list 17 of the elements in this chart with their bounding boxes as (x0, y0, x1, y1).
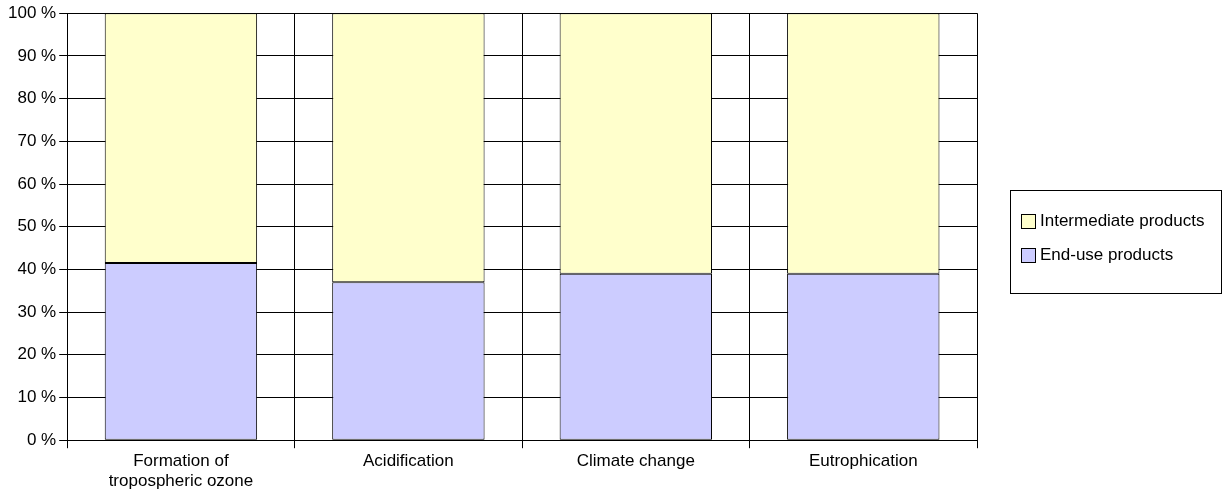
legend-label: Intermediate products (1040, 211, 1205, 231)
y-tick-label: 0 % (26, 429, 57, 449)
y-tick-label: 20 % (17, 344, 57, 364)
y-tick-label: 100 % (8, 2, 57, 22)
y-tick-label: 10 % (17, 387, 57, 407)
y-tick-label: 80 % (17, 88, 57, 108)
x-tick-label: Acidification (363, 451, 454, 471)
x-tick-label: Formation of tropospheric ozone (108, 451, 254, 491)
y-tick-label: 30 % (17, 301, 57, 321)
y-tick-label: 60 % (17, 173, 57, 193)
y-tick-label: 40 % (17, 259, 57, 279)
legend-label: End-use products (1040, 245, 1174, 265)
y-tick-label: 90 % (17, 45, 57, 65)
y-tick-label: 70 % (17, 130, 57, 150)
x-tick-label: Eutrophication (808, 451, 918, 471)
x-tick-label: Climate change (576, 451, 695, 471)
y-tick-label: 50 % (17, 216, 57, 236)
